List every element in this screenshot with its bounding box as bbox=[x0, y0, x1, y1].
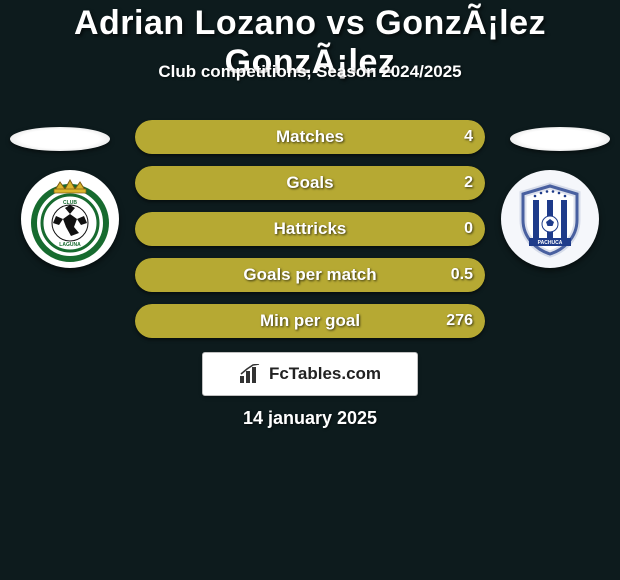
stat-value-right: 2 bbox=[464, 174, 473, 192]
stat-label: Min per goal bbox=[260, 311, 360, 331]
stat-value-right: 0 bbox=[464, 220, 473, 238]
svg-text:PACHUCA: PACHUCA bbox=[538, 240, 563, 246]
stat-row-matches: Matches 4 bbox=[135, 120, 485, 154]
club-badge-left: CLUB LAGUNA bbox=[21, 170, 119, 268]
club-badge-right: PACHUCA bbox=[501, 170, 599, 268]
subtitle: Club competitions, Season 2024/2025 bbox=[0, 62, 620, 82]
stat-value-right: 4 bbox=[464, 128, 473, 146]
stat-value-right: 276 bbox=[446, 312, 473, 330]
stat-label: Hattricks bbox=[274, 219, 347, 239]
player-marker-left bbox=[10, 127, 110, 151]
player-marker-right bbox=[510, 127, 610, 151]
stat-row-goals: Goals 2 bbox=[135, 166, 485, 200]
santos-laguna-icon: CLUB LAGUNA bbox=[27, 176, 113, 262]
pachuca-icon: PACHUCA bbox=[507, 176, 593, 262]
site-name: FcTables.com bbox=[269, 364, 381, 384]
svg-text:LAGUNA: LAGUNA bbox=[59, 242, 81, 248]
stats-panel: Matches 4 Goals 2 Hattricks 0 Goals per … bbox=[135, 120, 485, 350]
stat-label: Goals per match bbox=[243, 265, 376, 285]
svg-text:CLUB: CLUB bbox=[63, 200, 77, 206]
bar-chart-icon bbox=[239, 364, 263, 384]
stat-row-goals-per-match: Goals per match 0.5 bbox=[135, 258, 485, 292]
stat-label: Goals bbox=[286, 173, 333, 193]
site-badge[interactable]: FcTables.com bbox=[202, 352, 418, 396]
date-label: 14 january 2025 bbox=[0, 408, 620, 429]
stat-row-min-per-goal: Min per goal 276 bbox=[135, 304, 485, 338]
stat-row-hattricks: Hattricks 0 bbox=[135, 212, 485, 246]
stat-value-right: 0.5 bbox=[451, 266, 473, 284]
stat-label: Matches bbox=[276, 127, 344, 147]
